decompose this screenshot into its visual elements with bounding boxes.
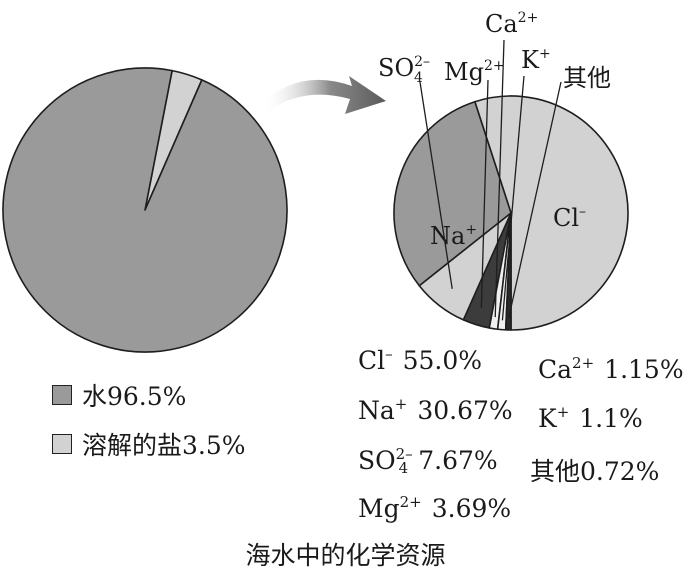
leader-line-other (507, 81, 562, 319)
legend-swatch-salt (52, 434, 72, 454)
pie-slice-water (2, 67, 288, 353)
ion-stat-chloride: Cl– 55.0% (358, 345, 483, 375)
legend-label-salt: 溶解的盐3.5% (82, 431, 246, 460)
legend-item-salt: 溶解的盐3.5% (52, 426, 246, 462)
leader-line-so4 (419, 81, 453, 289)
ion-stat-magnesium: Mg2+ 3.69% (358, 493, 512, 523)
ion-stat-other: 其他0.72% (530, 457, 660, 486)
legend-swatch-water (52, 385, 72, 405)
legend-label-water: 水96.5% (82, 382, 187, 411)
ion-stat-sulfate: SO2–4 7.67% (358, 445, 498, 477)
leader-line-k (501, 75, 525, 321)
slice-label-k: K+ (521, 46, 551, 74)
slice-label-other: 其他 (563, 64, 611, 92)
slice-label-na: Na+ (430, 222, 477, 250)
slice-label-mg: Mg2+ (444, 58, 505, 86)
ion-composition-pie (393, 95, 629, 331)
pie-slice-na (393, 100, 512, 287)
leader-line-ca (494, 39, 505, 318)
slice-label-ca: Ca2+ (485, 10, 538, 38)
ion-slice-labels: Cl– Na+ SO2– 4 Mg2+ Ca2+ K+ 其他 (378, 10, 611, 321)
ion-stat-potassium: K+ 1.1% (538, 403, 643, 433)
slice-label-cl: Cl– (553, 204, 586, 232)
water-salt-pie (2, 67, 288, 353)
ion-stat-calcium: Ca2+ 1.15% (538, 354, 684, 384)
slice-label-so4: SO2– 4 (378, 54, 430, 86)
figure-caption: 海水中的化学资源 (245, 541, 446, 570)
transition-arrow-icon (262, 76, 386, 114)
pie-slice-cl (474, 95, 629, 331)
leader-line-mg (480, 79, 489, 308)
ion-stat-sodium: Na+ 30.67% (358, 395, 513, 425)
legend-item-water: 水96.5% (52, 377, 186, 413)
